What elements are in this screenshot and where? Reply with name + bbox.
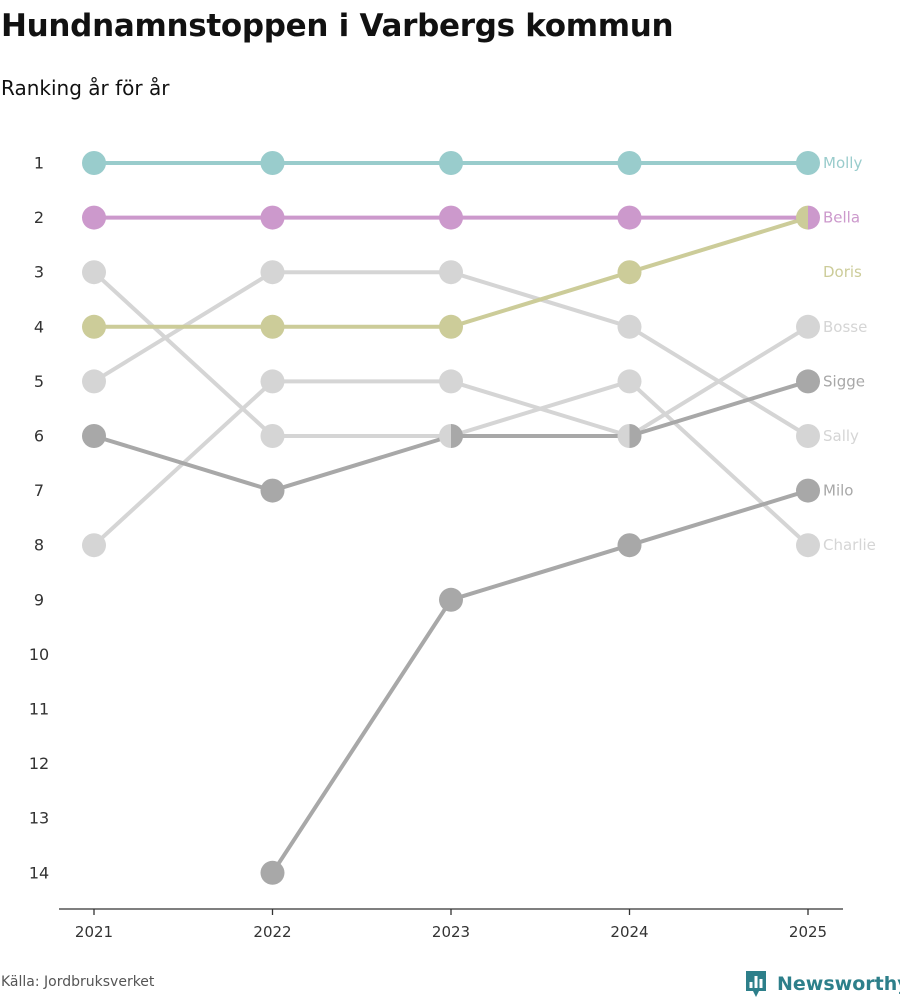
series-label-charlie: Charlie [823, 536, 876, 554]
series-label-milo: Milo [823, 482, 853, 500]
point-charlie-2024 [617, 369, 642, 394]
x-tick-label-2024: 2024 [610, 923, 648, 941]
brand-logo[interactable]: Newsworthy [744, 969, 900, 999]
series-label-sigge: Sigge [823, 372, 865, 390]
x-tick-label-2022: 2022 [253, 923, 291, 941]
point-charlie-2022 [260, 424, 285, 448]
series-label-molly: Molly [823, 154, 862, 172]
point-doris-2021 [82, 314, 106, 339]
point-bella-2025 [808, 205, 820, 230]
point-sigge-2025 [796, 369, 820, 394]
point-molly-2021 [82, 151, 106, 175]
point-sigge-2022 [260, 478, 285, 503]
point-bella-2022 [260, 205, 285, 230]
y-tick-label-2: 2 [34, 208, 44, 227]
point-molly-2024 [617, 151, 642, 175]
chart-title: Hundnamnstoppen i Varbergs kommun [1, 8, 674, 44]
point-doris-2023 [439, 314, 463, 339]
series-line-sally [92, 270, 810, 438]
point-milo-2024 [617, 533, 642, 558]
point-sigge-2024 [629, 424, 642, 449]
x-tick-label-2023: 2023 [432, 923, 470, 941]
point-sally-2024 [617, 314, 642, 339]
point-sally-2022 [260, 260, 285, 285]
point-bosse-2025 [796, 314, 820, 339]
brand-name: Newsworthy [777, 973, 900, 995]
point-milo-2023 [439, 587, 463, 612]
y-tick-label-8: 8 [34, 536, 44, 555]
chart-subtitle: Ranking år för år [1, 76, 170, 100]
y-tick-label-9: 9 [34, 590, 44, 609]
y-tick-label-13: 13 [29, 809, 49, 828]
point-milo-2022 [260, 860, 285, 885]
y-tick-label-1: 1 [34, 154, 44, 173]
newsworthy-logo-icon [746, 971, 766, 997]
point-doris-2022 [260, 314, 285, 339]
series-label-bella: Bella [823, 209, 860, 227]
point-charlie-2021 [82, 260, 106, 285]
point-bosse-2023 [439, 369, 463, 394]
y-tick-label-14: 14 [29, 863, 49, 882]
point-doris-2025 [796, 205, 808, 230]
source-note: Källa: Jordbruksverket [1, 974, 155, 990]
point-sally-2023 [439, 260, 463, 285]
series-line-milo [270, 488, 810, 875]
y-tick-label-5: 5 [34, 372, 44, 391]
series-label-doris: Doris [823, 263, 862, 281]
point-molly-2025 [796, 151, 820, 175]
point-bosse-2024 [617, 424, 630, 449]
point-molly-2023 [439, 151, 463, 175]
series-label-bosse: Bosse [823, 318, 867, 336]
y-tick-label-6: 6 [34, 427, 44, 446]
y-tick-label-4: 4 [34, 317, 44, 336]
point-bosse-2022 [260, 369, 285, 394]
point-sigge-2023 [451, 424, 463, 448]
x-tick-label-2021: 2021 [75, 923, 113, 941]
point-sally-2021 [82, 369, 106, 394]
series-labels: Charlie Bosse Sally Milo Sigge Doris Bella Moll… [823, 154, 876, 554]
x-axis: 2021 2022 2023 2024 2025 [59, 908, 843, 941]
series-points [82, 151, 820, 885]
point-charlie-2025 [796, 533, 820, 558]
x-tick-label-2025: 2025 [789, 923, 827, 941]
point-bosse-2021 [82, 533, 106, 558]
series-label-sally: Sally [823, 427, 859, 445]
point-bella-2024 [617, 205, 642, 230]
point-charlie-2023 [439, 424, 451, 448]
point-sigge-2021 [82, 424, 106, 448]
point-milo-2025 [796, 478, 820, 503]
point-molly-2022 [260, 151, 285, 175]
point-bella-2021 [82, 205, 106, 230]
y-tick-label-11: 11 [29, 700, 49, 719]
y-tick-label-12: 12 [29, 754, 49, 773]
y-tick-label-10: 10 [29, 645, 49, 664]
series-line-charlie [92, 270, 810, 548]
point-bella-2023 [439, 205, 463, 230]
point-sally-2025 [796, 424, 820, 448]
y-tick-label-3: 3 [34, 263, 44, 282]
y-tick-label-7: 7 [34, 481, 44, 500]
point-doris-2024 [617, 260, 642, 285]
